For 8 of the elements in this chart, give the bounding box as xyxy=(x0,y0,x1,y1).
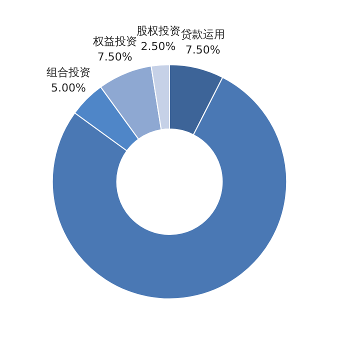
slice-label: 权益投资 xyxy=(92,35,137,48)
data-label: 5.00% xyxy=(50,82,86,95)
slice-label: 股权投资 xyxy=(136,24,180,38)
slice-label: 贷款运用 xyxy=(180,28,225,42)
data-label: 2.50% xyxy=(140,40,176,54)
data-label: 7.50% xyxy=(185,44,220,57)
slice-label: 组合投资 xyxy=(46,66,90,80)
data-label: 7.50% xyxy=(97,50,132,64)
